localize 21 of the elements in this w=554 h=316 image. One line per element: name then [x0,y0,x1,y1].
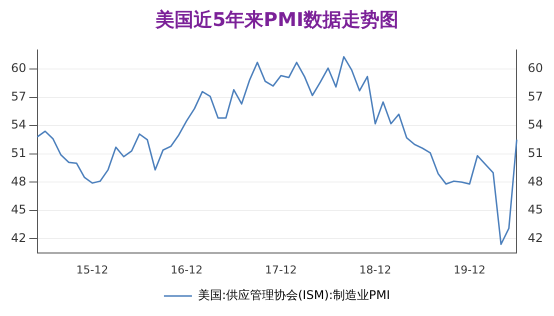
y-tick-label: 60 [10,61,26,76]
x-tick-label: 16-12 [170,263,203,276]
y2-tick-label: 54 [528,118,544,132]
x-tick-label: 18-12 [359,263,392,276]
y2-tick-label: 45 [528,202,544,217]
y-tick-label: 45 [10,202,26,217]
x-tick-label: 17-12 [264,263,297,276]
legend-label: 美国:供应管理协会(ISM):制造业PMI [198,288,390,302]
y-tick-label: 51 [10,146,26,160]
chart-title: 美国近5年来PMI数据走势图 [154,8,400,33]
x-tick-label: 19-12 [454,263,486,276]
x-tick-label: 15-12 [76,263,108,276]
y-tick-label: 57 [10,89,26,104]
y-tick-label: 54 [10,118,26,132]
y2-tick-label: 60 [528,61,544,76]
y2-tick-label: 57 [528,89,544,104]
y-tick-label: 42 [10,230,26,245]
y-tick-label: 48 [10,174,26,188]
y2-tick-label: 48 [528,174,544,188]
y2-tick-label: 51 [528,146,544,160]
y2-tick-label: 42 [528,230,544,245]
